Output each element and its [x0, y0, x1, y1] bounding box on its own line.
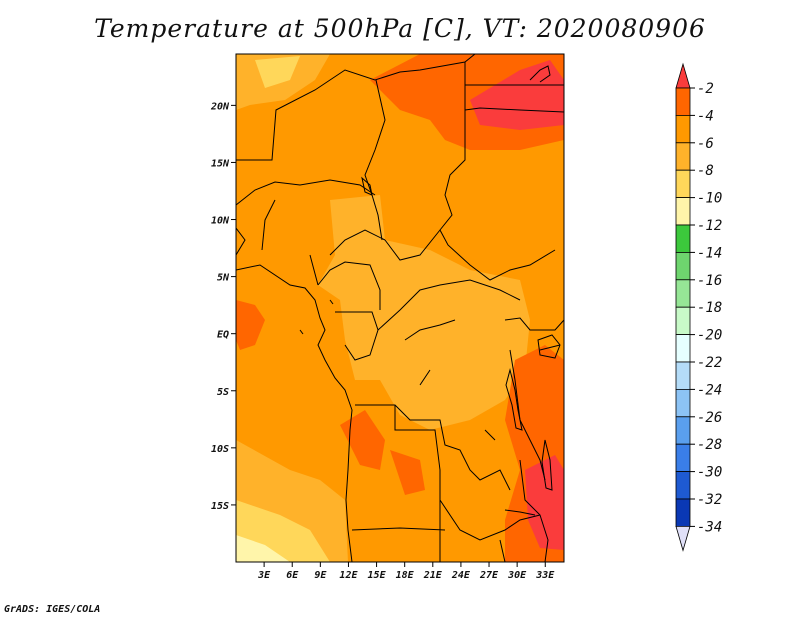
lon-tick-label: 33E: [535, 570, 555, 581]
lat-tick-label: 10S: [211, 444, 229, 455]
field-region-light-central: [318, 195, 530, 430]
latitude-axis: 20N 15N 10N 5N EQ 5S 10S 15S: [210, 101, 236, 512]
lat-tick-label: 15N: [211, 158, 230, 169]
field-region-paleyellow-sw: [236, 535, 290, 562]
border-nigeria: [261, 199, 386, 286]
country-boundaries: [236, 54, 564, 562]
colorbar-label: -12: [697, 218, 722, 234]
colorbar-label: -6: [697, 136, 714, 152]
colorbar-label: -2: [697, 81, 714, 97]
longitude-axis: 3E 6E 9E 12E 15E 18E 21E 24E 27E 30E 33E: [257, 562, 555, 581]
lake-tanganyika: [505, 368, 523, 431]
colorbar-segment: [675, 334, 691, 363]
colorbar-segment: [675, 224, 691, 253]
gulf-islands: [299, 299, 334, 335]
lat-tick-label: 20N: [210, 101, 230, 112]
colorbar-segment: [675, 169, 691, 198]
colorbar-segment: [675, 279, 691, 308]
colorbar-segment: [675, 361, 691, 390]
colorbar-label: -30: [697, 465, 722, 481]
lon-tick-label: 27E: [479, 570, 499, 581]
lon-tick-label: 21E: [423, 570, 443, 581]
colorbar-label: -10: [697, 191, 722, 207]
colorbar-segment: [675, 251, 691, 281]
field-region-warmest-se: [525, 455, 564, 550]
river-congo: [404, 319, 496, 441]
lon-tick-label: 6E: [286, 570, 299, 581]
lon-tick-label: 15E: [368, 570, 387, 581]
colorbar-label: -26: [697, 410, 722, 426]
lake-kariba: [504, 509, 536, 516]
lon-tick-label: 9E: [314, 570, 327, 581]
grads-credit: GrADS: IGES/COLA: [4, 604, 101, 615]
map-title: Temperature at 500hPa [C], VT: 202008090…: [94, 14, 706, 43]
field-region-yellow-nw: [255, 56, 300, 88]
colorbar-segment: [675, 388, 691, 418]
lake-victoria: [537, 334, 561, 359]
lat-tick-label: EQ: [217, 330, 229, 341]
colorbar: -2 -4 -6 -8 -10 -12 -14 -16 -18 -20 -22 -24 -26 -28 -3…: [675, 62, 722, 552]
field-region-warmest-ne: [470, 60, 564, 130]
colorbar-segment: [675, 443, 691, 473]
colorbar-label: -14: [697, 245, 722, 261]
colorbar-label: -20: [697, 328, 722, 344]
colorbar-segment: [675, 471, 691, 500]
lat-tick-label: 10N: [211, 216, 230, 227]
field-region-warm-south-1: [340, 410, 385, 470]
lon-tick-label: 12E: [339, 570, 358, 581]
lake-malawi: [541, 439, 553, 491]
border-mozambique: [519, 459, 549, 562]
temperature-field: [236, 54, 564, 562]
colorbar-label: -32: [697, 492, 722, 508]
field-region-warm-west: [236, 300, 265, 350]
colorbar-label: -4: [697, 108, 714, 124]
map-frame: [235, 53, 565, 563]
border-north-central: [364, 79, 386, 241]
border-chad-east: [439, 62, 556, 281]
border-cameroon-car: [317, 229, 441, 310]
colorbar-segment: [675, 498, 691, 527]
lake-chad: [361, 176, 373, 196]
colorbar-bottom-triangle: [675, 526, 691, 552]
colorbar-label: -34: [697, 519, 722, 535]
border-drc-south: [355, 404, 511, 491]
colorbar-segment: [675, 87, 691, 116]
colorbar-label: -16: [697, 273, 722, 289]
lon-tick-label: 18E: [396, 570, 415, 581]
colorbar-label: -28: [697, 437, 722, 453]
colorbar-segment: [675, 142, 691, 171]
red-sea-coast: [529, 65, 551, 83]
border-congo: [335, 279, 521, 361]
colorbar-segment: [675, 197, 691, 226]
lat-tick-label: 5S: [217, 387, 229, 398]
lon-tick-label: 30E: [507, 570, 527, 581]
field-region-warm-south-2: [390, 450, 425, 495]
border-namibia: [351, 500, 506, 562]
lat-tick-label: 15S: [211, 501, 229, 512]
colorbar-label: -24: [697, 382, 722, 398]
coastline-west-africa: [236, 227, 353, 562]
colorbar-label: -8: [697, 163, 714, 179]
border-angola-zambia: [394, 405, 541, 541]
border-sudan: [464, 84, 564, 113]
colorbar-top-triangle: [675, 62, 691, 89]
colorbar-segment: [675, 416, 691, 445]
border-east-africa: [504, 317, 564, 481]
colorbar-segment: [675, 306, 691, 336]
lon-tick-label: 24E: [451, 570, 471, 581]
lon-tick-label: 3E: [257, 570, 271, 581]
colorbar-label: -18: [697, 300, 722, 316]
lat-tick-label: 5N: [217, 273, 230, 284]
border-sahel: [236, 179, 376, 206]
colorbar-segment: [675, 115, 691, 144]
border-northwest: [236, 54, 476, 161]
colorbar-label: -22: [697, 355, 722, 371]
